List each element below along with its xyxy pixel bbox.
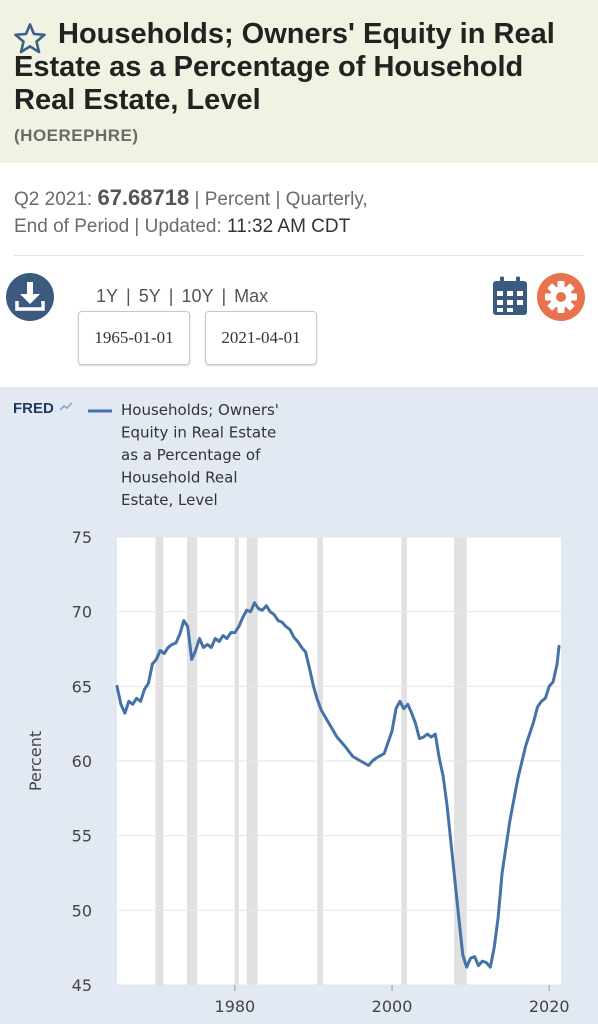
star-icon[interactable]	[14, 22, 46, 54]
calendar-icon[interactable]	[492, 276, 528, 316]
y-tick-label: 70	[72, 603, 92, 622]
download-icon	[15, 282, 45, 311]
series-header: Households; Owners' Equity in Real Estat…	[0, 0, 598, 163]
fred-logo-text: FRED	[13, 400, 54, 417]
y-tick-label: 75	[72, 528, 92, 547]
grid-lines	[117, 536, 561, 991]
fred-chart: FRED Households; Owners' Equity in Real …	[13, 400, 570, 1016]
units-frequency: | Percent | Quarterly,	[194, 189, 368, 210]
range-1y[interactable]: 1Y	[96, 286, 119, 306]
updated-label: End of Period | Updated:	[14, 216, 222, 237]
range-10y[interactable]: 10Y	[181, 286, 214, 306]
y-tick-label: 45	[72, 976, 92, 995]
y-tick-label: 50	[72, 901, 92, 920]
settings-button[interactable]	[537, 273, 585, 321]
y-axis-label: Percent	[26, 731, 45, 791]
y-tick-label: 65	[72, 677, 92, 696]
legend-line: Households; Owners'	[121, 401, 279, 419]
period-label: Q2 2021:	[14, 189, 93, 210]
y-tick-labels: 45 50 55 60 65 70 75	[72, 528, 92, 995]
x-tick-label: 2000	[372, 997, 413, 1016]
legend-line: as a Percentage of	[121, 446, 261, 464]
x-tick-labels: 1980 2000 2020	[215, 997, 570, 1016]
start-date-input[interactable]: 1965-01-01	[78, 311, 190, 365]
x-tick-label: 2020	[529, 997, 570, 1016]
date-range-shortcuts: 1Y | 5Y | 10Y | Max	[96, 286, 269, 306]
series-line[interactable]	[115, 601, 561, 969]
latest-value: 67.68718	[97, 185, 190, 210]
y-tick-label: 55	[72, 827, 92, 846]
x-tick-label: 1980	[215, 997, 256, 1016]
legend-line: Estate, Level	[121, 491, 218, 509]
fred-logo[interactable]: FRED	[13, 400, 73, 417]
download-button[interactable]	[6, 273, 54, 321]
divider	[14, 255, 584, 256]
page-title: Households; Owners' Equity in Real Estat…	[14, 18, 555, 116]
legend-line: Equity in Real Estate	[121, 424, 276, 442]
series-id: (HOEREPHRE)	[14, 126, 139, 145]
legend-line: Household Real	[121, 469, 237, 487]
gear-icon	[545, 281, 577, 313]
range-5y[interactable]: 5Y	[138, 286, 161, 306]
updated-time: 11:32 AM CDT	[227, 216, 351, 237]
fred-logo-mark	[59, 402, 73, 411]
series-meta: Q2 2021: 67.68718 | Percent | Quarterly,…	[14, 184, 584, 240]
y-tick-label: 60	[72, 752, 92, 771]
end-date-input[interactable]: 2021-04-01	[205, 311, 317, 365]
legend-text: Households; Owners' Equity in Real Estat…	[121, 401, 279, 509]
range-max[interactable]: Max	[234, 286, 269, 306]
